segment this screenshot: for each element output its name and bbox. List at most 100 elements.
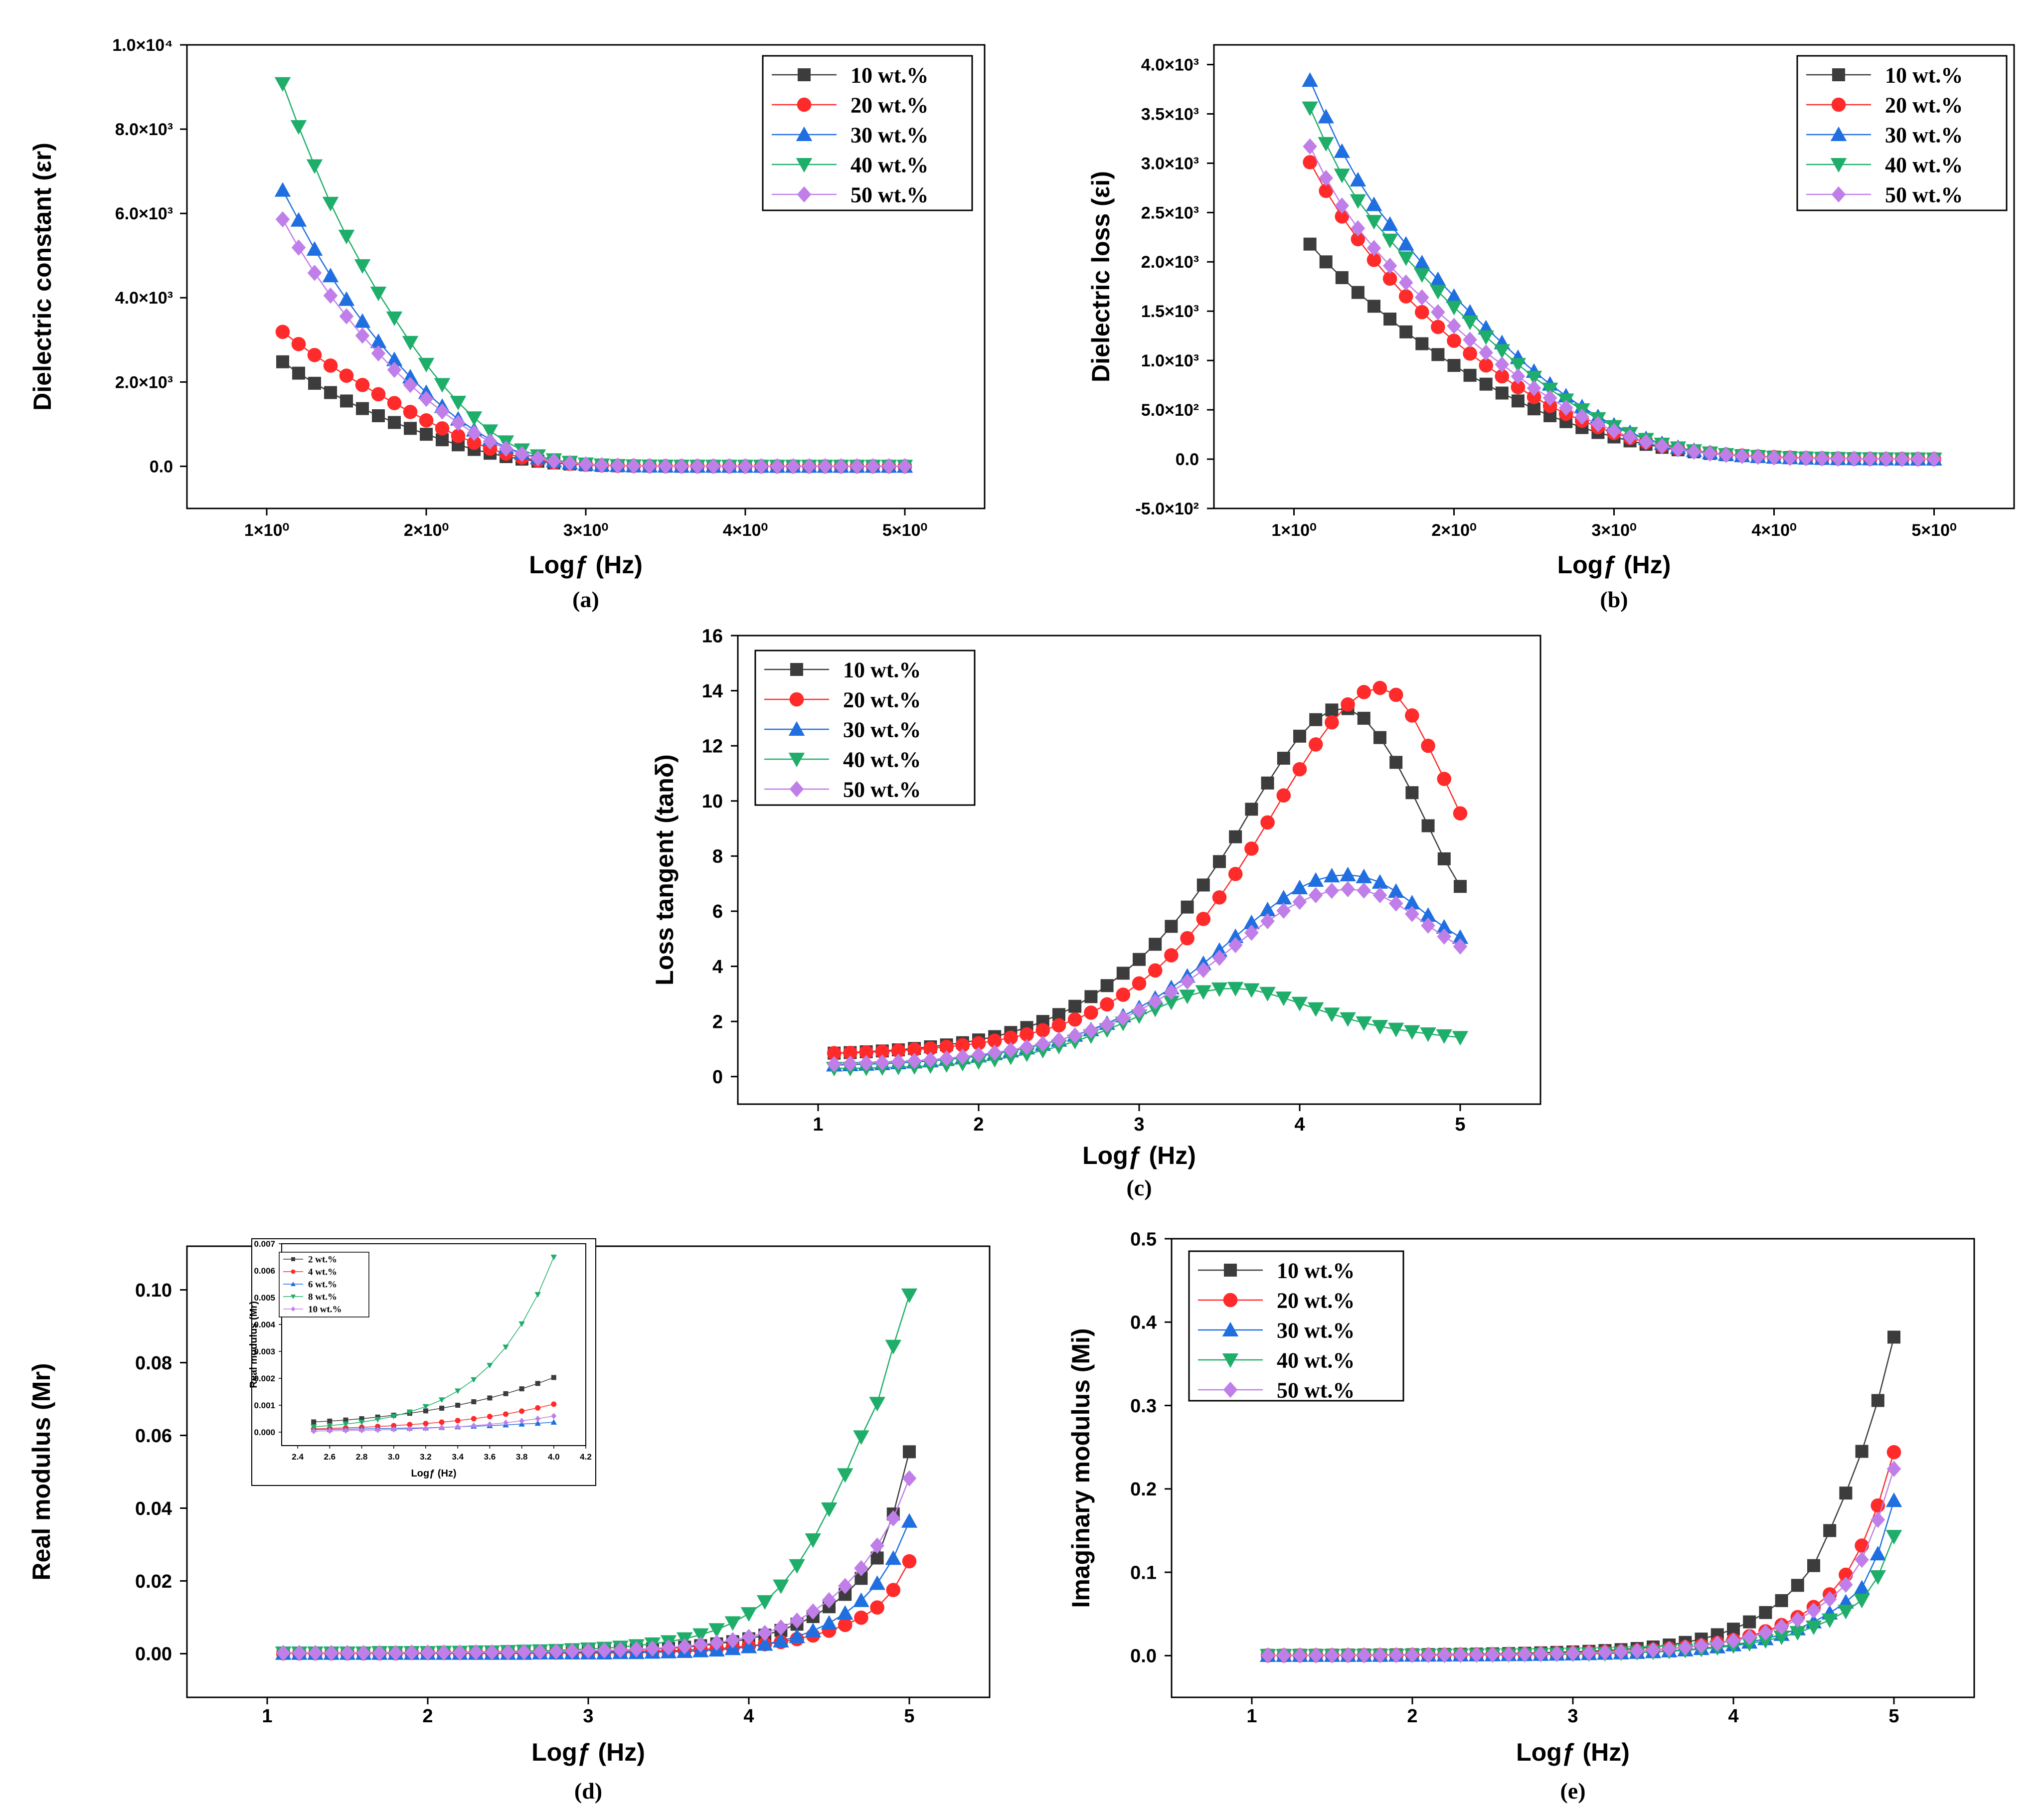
data-point xyxy=(355,377,370,392)
y-tick-label: 0.02 xyxy=(135,1571,172,1592)
series-20-wt- xyxy=(827,680,1468,1061)
data-point xyxy=(1259,987,1276,1001)
data-point xyxy=(1260,815,1275,830)
y-tick-label: 0.0 xyxy=(1130,1646,1157,1667)
data-point xyxy=(786,458,801,475)
data-point xyxy=(1687,443,1702,460)
data-point xyxy=(519,1418,525,1424)
data-point xyxy=(1133,953,1146,966)
data-point xyxy=(485,1644,500,1660)
data-point xyxy=(1195,985,1212,1000)
legend-label: 10 wt.% xyxy=(851,63,928,87)
legend-label: 40 wt.% xyxy=(851,153,928,177)
legend: 10 wt.% 20 wt.% 30 wt.% 40 wt.% 50 wt.% xyxy=(1796,55,2008,211)
data-point xyxy=(1325,1647,1340,1663)
data-point xyxy=(1831,450,1846,467)
legend-marker xyxy=(788,721,805,736)
data-point xyxy=(1495,356,1510,373)
data-point xyxy=(534,1420,541,1426)
data-point xyxy=(881,458,896,475)
data-point xyxy=(1148,963,1163,978)
data-point xyxy=(535,1415,541,1422)
y-tick-label: 0.00 xyxy=(135,1644,172,1665)
data-point xyxy=(406,1409,413,1415)
data-point xyxy=(1319,255,1333,269)
data-point xyxy=(1405,906,1419,922)
data-point xyxy=(754,458,769,475)
data-point xyxy=(354,259,371,274)
data-point xyxy=(838,1618,852,1633)
x-tick-label: 4×10⁰ xyxy=(723,521,768,540)
x-tick-label: 2 xyxy=(1407,1706,1417,1727)
data-point xyxy=(1839,1576,1853,1593)
data-point xyxy=(854,1560,868,1577)
data-point xyxy=(467,435,482,450)
data-point xyxy=(1437,772,1452,786)
data-point xyxy=(1325,715,1339,730)
data-point xyxy=(805,1623,822,1638)
data-point xyxy=(901,1288,918,1304)
y-tick-label: 8 xyxy=(712,846,723,867)
y-tick-label: 0.04 xyxy=(135,1498,172,1519)
legend: 10 wt.% 20 wt.% 30 wt.% 40 wt.% 50 wt.% xyxy=(762,55,973,211)
data-point xyxy=(1245,803,1258,816)
data-point xyxy=(1469,1646,1484,1663)
data-point xyxy=(1366,240,1381,256)
data-point xyxy=(455,1403,461,1408)
data-point xyxy=(1100,997,1114,1012)
data-point xyxy=(292,366,305,380)
series-50-wt- xyxy=(276,1470,917,1661)
data-point xyxy=(822,1592,837,1609)
y-tick-label: 2 xyxy=(712,1011,723,1032)
data-point xyxy=(1100,1016,1114,1033)
y-tick-label: 2.5×10³ xyxy=(1141,203,1199,222)
data-point xyxy=(1277,752,1290,765)
data-point xyxy=(1382,257,1397,274)
data-point xyxy=(386,311,403,327)
data-point xyxy=(1302,72,1318,87)
data-point xyxy=(1319,183,1333,198)
data-point xyxy=(565,1643,580,1659)
data-point xyxy=(455,1418,461,1424)
x-tick-label: 3×10⁰ xyxy=(1591,521,1636,540)
y-tick-label: 0.08 xyxy=(135,1353,172,1374)
data-point xyxy=(514,446,529,463)
data-point xyxy=(1387,883,1404,898)
x-axis-title: Logƒ (Hz) xyxy=(1516,1738,1630,1766)
data-point xyxy=(1895,451,1909,468)
data-point xyxy=(1334,168,1351,183)
data-point xyxy=(482,424,499,439)
panel-label: (b) xyxy=(1600,587,1628,612)
data-point xyxy=(1319,169,1333,186)
data-point xyxy=(276,355,289,368)
data-point xyxy=(859,1045,873,1060)
legend-label: 20 wt.% xyxy=(1277,1288,1355,1313)
x-tick-label: 3 xyxy=(1134,1114,1144,1135)
data-point xyxy=(342,1427,348,1434)
data-point xyxy=(471,1377,477,1383)
data-point xyxy=(1886,1461,1901,1477)
data-point xyxy=(987,1044,1002,1061)
data-point xyxy=(455,1423,461,1430)
y-tick-label: 0.2 xyxy=(1130,1479,1157,1500)
data-point xyxy=(1726,1633,1741,1649)
data-point xyxy=(1303,155,1317,169)
data-point xyxy=(358,1420,365,1426)
data-point xyxy=(387,396,402,410)
data-point xyxy=(551,1401,557,1407)
data-point xyxy=(1773,1631,1790,1646)
legend-box xyxy=(762,55,973,211)
data-point xyxy=(1447,359,1461,372)
data-point xyxy=(340,394,353,408)
data-point xyxy=(1261,776,1274,790)
data-point xyxy=(756,1636,773,1651)
data-point xyxy=(1365,215,1382,230)
data-point xyxy=(403,405,418,419)
data-point xyxy=(1751,449,1765,465)
data-point xyxy=(1309,713,1323,726)
data-point xyxy=(420,1644,435,1661)
data-point xyxy=(706,458,721,475)
y-tick-label: 0.002 xyxy=(254,1374,275,1383)
data-point xyxy=(987,1033,1002,1048)
data-point xyxy=(854,1610,868,1625)
